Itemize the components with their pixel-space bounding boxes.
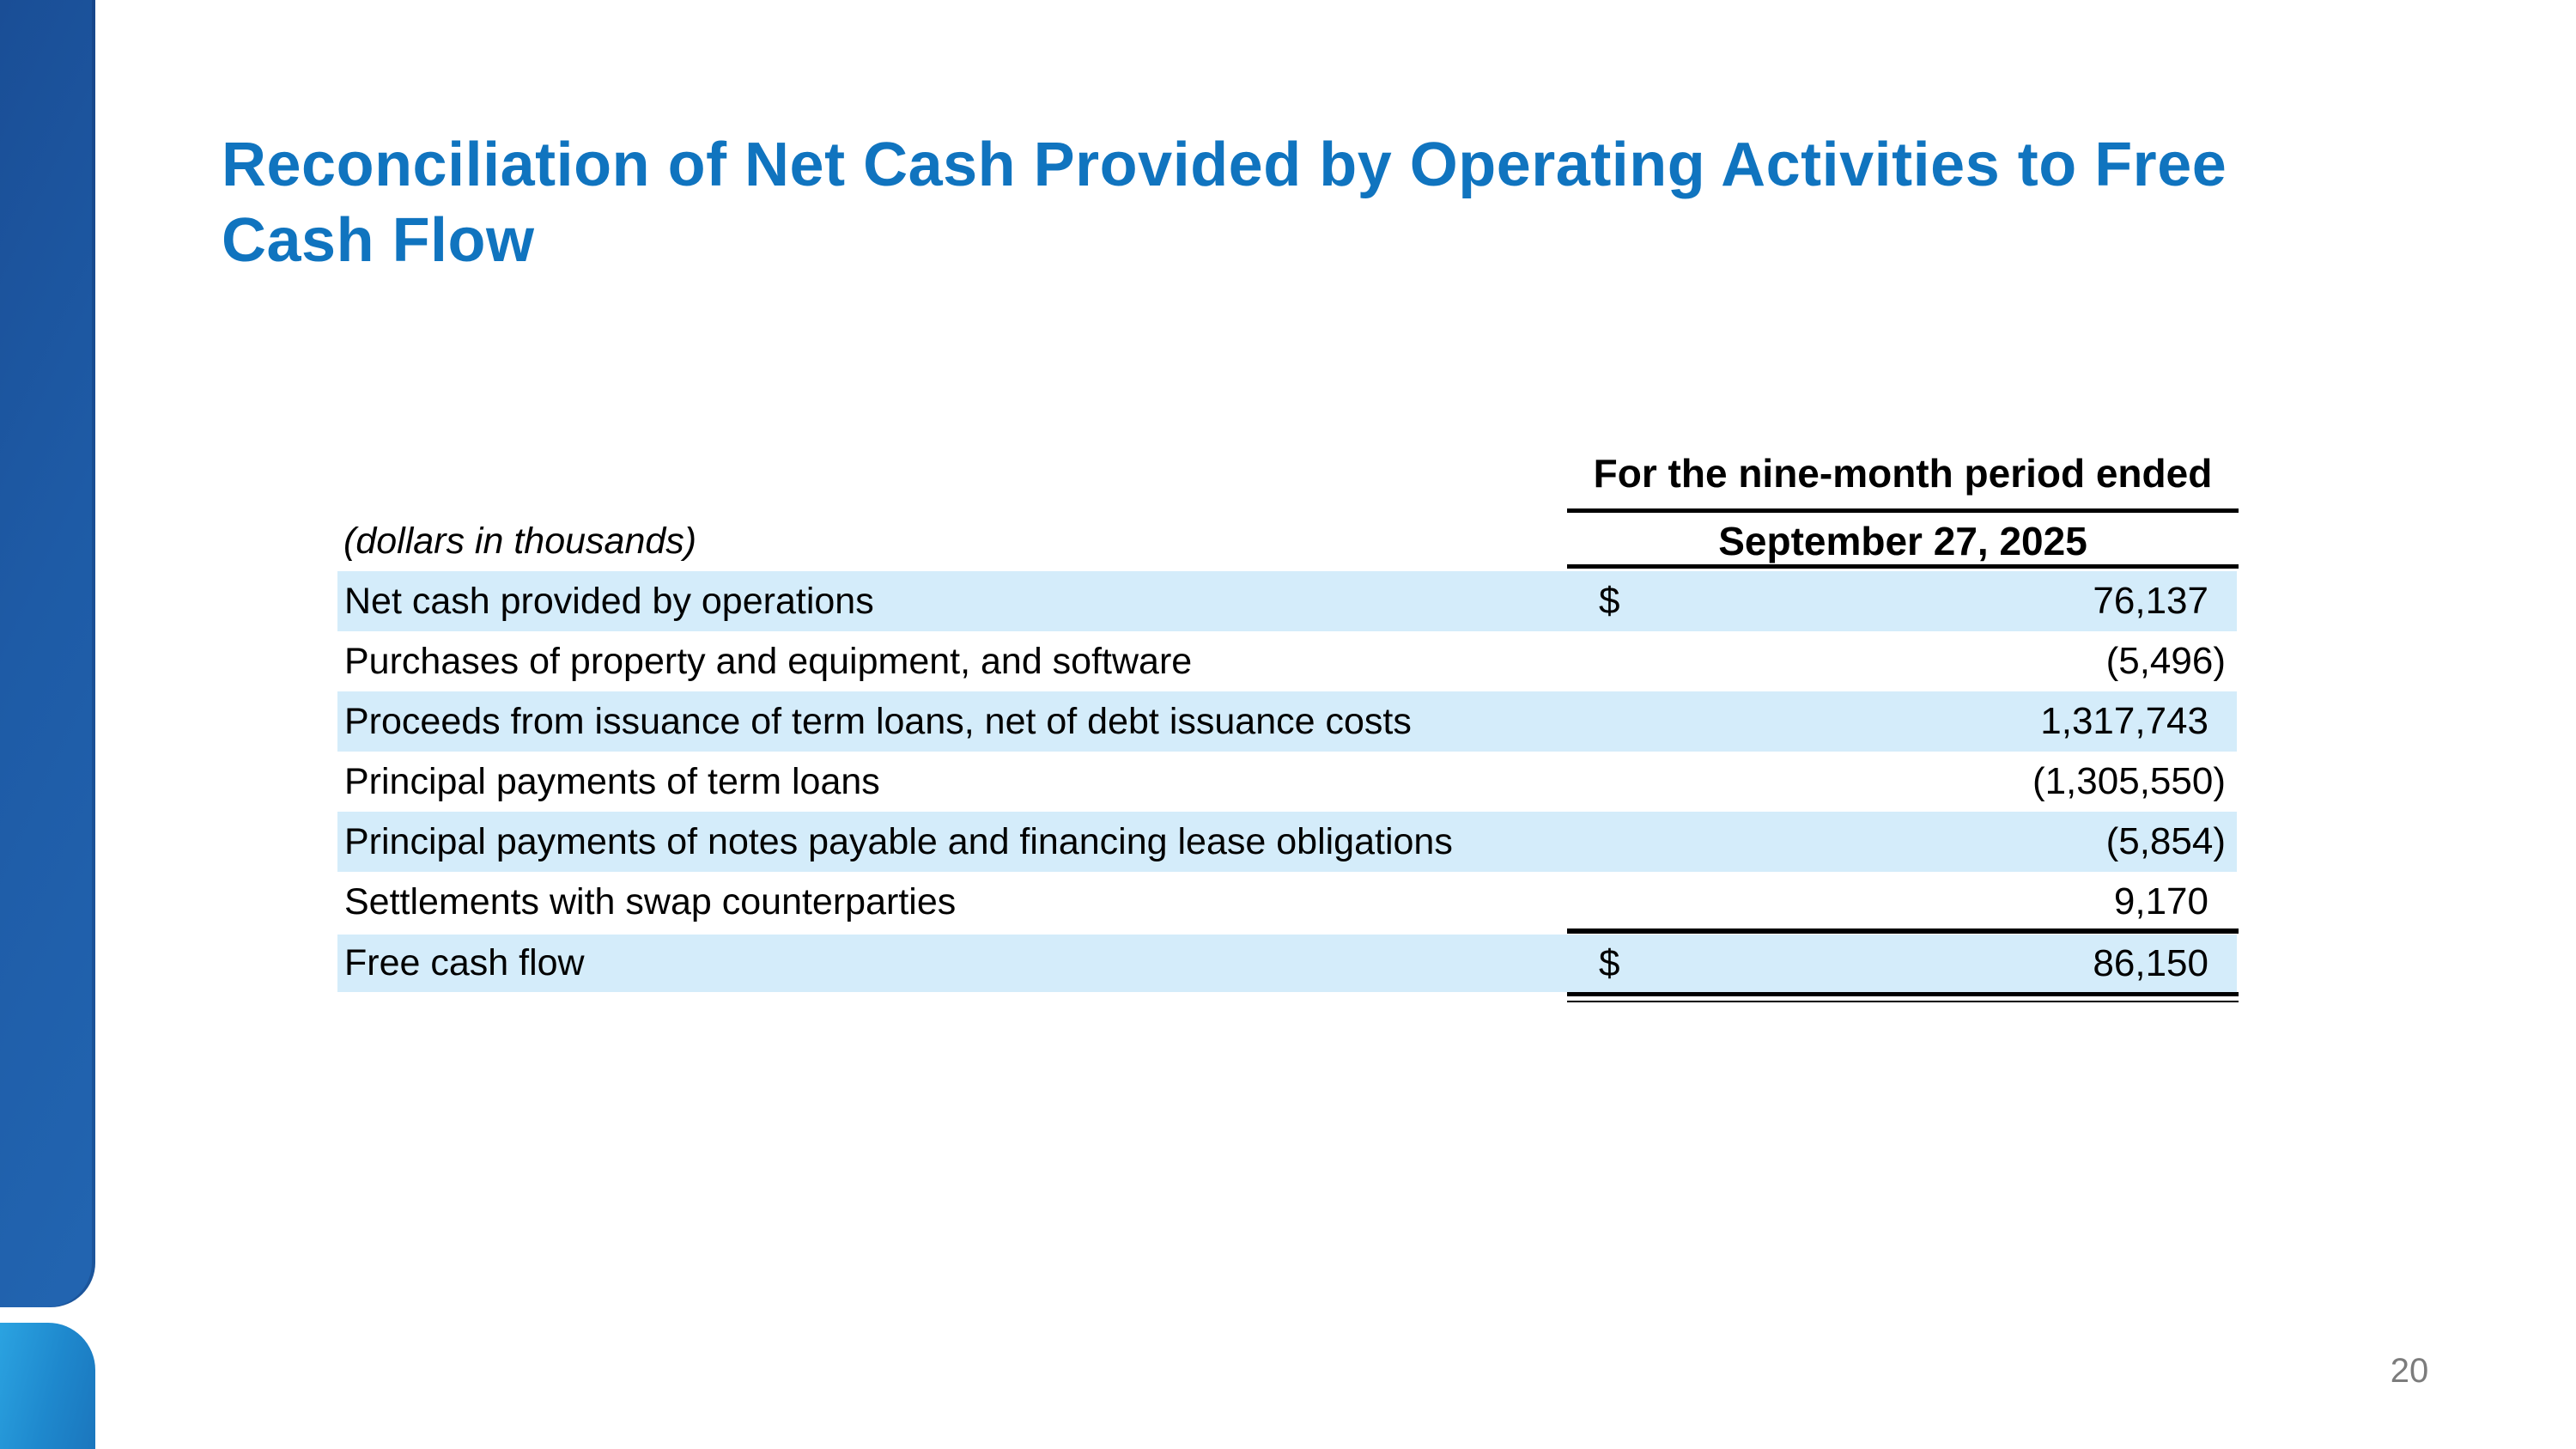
- total-row-bottom-rule-thin: [1567, 1001, 2239, 1002]
- row-value: 76,137: [2093, 580, 2208, 622]
- row-value-cell: (5,496): [1567, 631, 2237, 691]
- row-value: 1,317,743: [2040, 700, 2208, 742]
- total-row-top-rule: [1567, 928, 2239, 934]
- date-header-rule: [1567, 564, 2239, 569]
- row-value-cell: (1,305,550): [1567, 752, 2237, 812]
- currency-symbol: $: [1599, 941, 1620, 984]
- row-value: (5,496): [2105, 640, 2226, 682]
- currency-symbol: $: [1599, 580, 1620, 622]
- page-number: 20: [2390, 1352, 2429, 1390]
- table-row: Proceeds from issuance of term loans, ne…: [337, 691, 2237, 752]
- period-header-rule: [1567, 508, 2239, 513]
- units-note: (dollars in thousands): [343, 521, 697, 562]
- date-header: September 27, 2025: [1718, 519, 2087, 563]
- sidebar-accent-light-bar: [0, 1323, 95, 1449]
- page-title-line1: Reconciliation of Net Cash Provided by O…: [222, 131, 2227, 199]
- row-label: Principal payments of term loans: [344, 760, 880, 802]
- row-label: Settlements with swap counterparties: [344, 880, 957, 922]
- row-value: 86,150: [2093, 941, 2208, 984]
- table-row: Net cash provided by operations $ 76,137: [337, 571, 2237, 631]
- sidebar-accent-dark-bar: [0, 0, 95, 1307]
- table-row: Settlements with swap counterparties 9,1…: [337, 872, 2237, 932]
- row-label: Purchases of property and equipment, and…: [344, 640, 1193, 682]
- page-title-line2: Cash Flow: [222, 206, 535, 275]
- table-row-total: Free cash flow $ 86,150: [337, 935, 2237, 992]
- row-label: Principal payments of notes payable and …: [344, 820, 1453, 862]
- row-value-cell: $ 86,150: [1567, 935, 2237, 992]
- total-row-bottom-rule-thick: [1567, 992, 2239, 996]
- table-row: Principal payments of notes payable and …: [337, 812, 2237, 872]
- row-label: Net cash provided by operations: [344, 580, 874, 622]
- row-value-cell: $ 76,137: [1567, 571, 2237, 631]
- row-value: (5,854): [2105, 820, 2226, 862]
- table-row: Purchases of property and equipment, and…: [337, 631, 2237, 691]
- page-title: Reconciliation of Net Cash Provided by O…: [222, 127, 2471, 278]
- period-header: For the nine-month period ended: [1593, 451, 2213, 496]
- row-label: Proceeds from issuance of term loans, ne…: [344, 700, 1412, 742]
- row-label: Free cash flow: [344, 942, 585, 983]
- row-value-cell: 1,317,743: [1567, 691, 2237, 752]
- row-value-cell: 9,170: [1567, 872, 2237, 932]
- row-value: (1,305,550): [2032, 760, 2226, 802]
- table-row: Principal payments of term loans (1,305,…: [337, 752, 2237, 812]
- row-value: 9,170: [2113, 880, 2208, 922]
- row-value-cell: (5,854): [1567, 812, 2237, 872]
